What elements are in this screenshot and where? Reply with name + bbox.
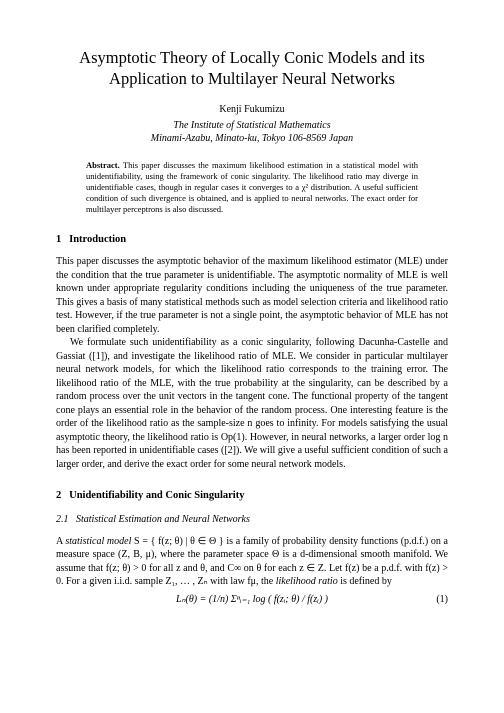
section-2-1-title: Statistical Estimation and Neural Networ… xyxy=(76,514,250,525)
section-1-number: 1 xyxy=(56,234,61,245)
section-2-1-heading: 2.1 Statistical Estimation and Neural Ne… xyxy=(56,513,448,527)
paper-page: Asymptotic Theory of Locally Conic Model… xyxy=(0,0,504,713)
p3-pre: A xyxy=(56,536,65,547)
stat-paragraph: A statistical model S = { f(z; θ) | θ ∈ … xyxy=(56,535,448,589)
intro-paragraph-2: We formulate such unidentifiability as a… xyxy=(56,336,448,471)
affiliation-line-1: The Institute of Statistical Mathematics xyxy=(56,119,448,133)
section-2-1-number: 2.1 xyxy=(56,514,69,525)
section-2-heading: 2 Unidentifiability and Conic Singularit… xyxy=(56,489,448,503)
section-2-number: 2 xyxy=(56,490,61,501)
section-1-heading: 1 Introduction xyxy=(56,233,448,247)
section-1-title: Introduction xyxy=(69,234,126,245)
paper-title: Asymptotic Theory of Locally Conic Model… xyxy=(56,48,448,89)
affiliation-line-2: Minami-Azabu, Minato-ku, Tokyo 106-8569 … xyxy=(56,132,448,146)
abstract-text: This paper discusses the maximum likelih… xyxy=(86,160,418,214)
abstract-block: Abstract. This paper discusses the maxim… xyxy=(86,160,418,215)
author-name: Kenji Fukumizu xyxy=(56,103,448,117)
section-2-title: Unidentifiability and Conic Singularity xyxy=(69,490,244,501)
term-statistical-model: statistical model xyxy=(65,536,131,547)
intro-paragraph-1: This paper discusses the asymptotic beha… xyxy=(56,255,448,336)
equation-1-row: Lₙ(θ) = (1/n) Σⁿᵢ₌₁ log ( f(zᵢ; θ) / f(z… xyxy=(56,593,448,607)
equation-1-number: (1) xyxy=(436,593,448,607)
term-likelihood-ratio: likelihood ratio xyxy=(276,576,338,587)
p3-mid2: is defined by xyxy=(338,576,392,587)
equation-1-expr: Lₙ(θ) = (1/n) Σⁿᵢ₌₁ log ( f(zᵢ; θ) / f(z… xyxy=(176,593,328,607)
abstract-label: Abstract. xyxy=(86,160,120,170)
title-line-1: Asymptotic Theory of Locally Conic Model… xyxy=(79,48,425,67)
title-line-2: Application to Multilayer Neural Network… xyxy=(109,69,395,88)
